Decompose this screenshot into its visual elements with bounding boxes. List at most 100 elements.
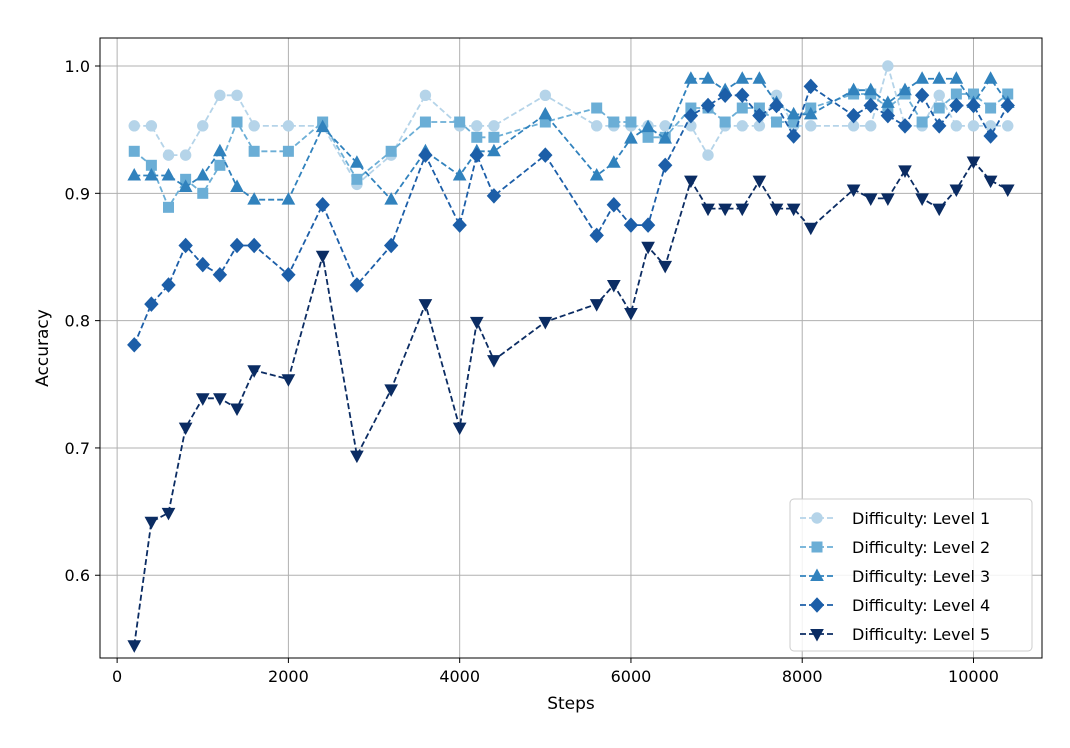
series-line — [133, 159, 1009, 646]
data-point — [144, 296, 159, 312]
data-point — [591, 102, 603, 114]
data-point — [985, 102, 997, 114]
data-point — [161, 507, 176, 521]
data-point — [178, 422, 193, 436]
data-point — [471, 131, 483, 143]
data-point — [882, 60, 894, 72]
data-point — [949, 71, 964, 84]
data-point — [658, 157, 673, 174]
data-point — [127, 337, 142, 353]
data-point — [916, 116, 928, 128]
x-tick-label: 8000 — [782, 667, 823, 686]
data-point — [606, 155, 621, 168]
series-5 — [127, 156, 1015, 653]
series-line — [133, 92, 1009, 210]
data-point — [487, 355, 501, 368]
data-point — [589, 167, 604, 181]
data-point — [469, 316, 484, 330]
data-point — [915, 71, 929, 84]
legend-marker — [811, 541, 823, 553]
data-point — [179, 149, 192, 161]
data-point — [538, 316, 553, 330]
data-point — [197, 187, 209, 199]
data-point — [625, 116, 637, 128]
legend-marker — [811, 512, 823, 524]
data-point — [701, 71, 715, 84]
data-point — [418, 147, 433, 163]
data-point — [641, 241, 655, 255]
data-point — [282, 120, 295, 132]
data-point — [197, 120, 209, 132]
data-point — [315, 119, 330, 133]
data-point — [385, 145, 397, 157]
legend-label: Difficulty: Level 3 — [852, 567, 990, 586]
data-point — [898, 82, 912, 96]
data-point — [803, 106, 818, 120]
data-point — [966, 156, 981, 170]
data-point — [881, 95, 895, 108]
data-point — [589, 299, 604, 312]
data-point — [282, 145, 294, 157]
data-point — [452, 217, 467, 233]
data-point — [589, 227, 604, 244]
data-point — [846, 184, 861, 198]
x-tick-label: 4000 — [439, 667, 480, 686]
legend: Difficulty: Level 1 Difficulty: Level 2 Di… — [789, 498, 1033, 652]
data-point — [863, 193, 878, 206]
data-point — [349, 277, 365, 293]
data-point — [735, 203, 750, 217]
data-point — [771, 116, 783, 128]
legend-box — [789, 498, 1033, 652]
data-point — [684, 71, 698, 84]
data-point — [248, 145, 260, 157]
data-point — [932, 71, 947, 84]
data-point — [805, 120, 817, 132]
data-point — [195, 393, 210, 406]
y-tick-label: 0.6 — [65, 566, 90, 585]
data-point — [145, 120, 158, 132]
data-point — [606, 197, 622, 213]
data-point — [127, 640, 142, 653]
data-point — [248, 120, 260, 132]
data-point — [933, 89, 945, 101]
data-point — [915, 193, 929, 206]
data-point — [966, 97, 981, 114]
data-point — [315, 197, 330, 213]
legend-item: Difficulty: Level 5 — [800, 625, 990, 644]
data-point — [803, 78, 818, 95]
data-point — [178, 237, 193, 254]
data-point — [769, 203, 784, 217]
data-point — [717, 87, 733, 104]
data-point — [590, 120, 603, 132]
data-point — [351, 173, 363, 185]
y-tick-label: 0.7 — [65, 439, 90, 458]
data-point — [863, 97, 878, 114]
data-point — [315, 250, 330, 264]
data-point — [281, 192, 296, 205]
data-point — [144, 167, 159, 181]
data-point — [230, 403, 244, 417]
legend-marker — [810, 568, 824, 581]
data-point — [488, 120, 500, 132]
data-point — [231, 89, 243, 101]
data-point — [932, 118, 947, 134]
data-point — [127, 167, 142, 181]
legend-marker — [810, 629, 824, 642]
data-point — [641, 119, 655, 133]
data-point — [684, 175, 698, 189]
data-point — [752, 175, 767, 189]
data-point — [880, 107, 896, 124]
data-point — [195, 167, 210, 181]
data-point — [700, 97, 716, 114]
legend-label: Difficulty: Level 2 — [852, 538, 990, 557]
data-point — [161, 167, 176, 181]
data-point — [384, 384, 399, 397]
data-point — [949, 97, 964, 114]
data-point — [212, 267, 228, 283]
data-point — [846, 82, 861, 96]
data-point — [752, 107, 767, 124]
data-point — [214, 159, 226, 171]
legend-label: Difficulty: Level 1 — [852, 509, 990, 528]
data-point — [736, 102, 748, 114]
